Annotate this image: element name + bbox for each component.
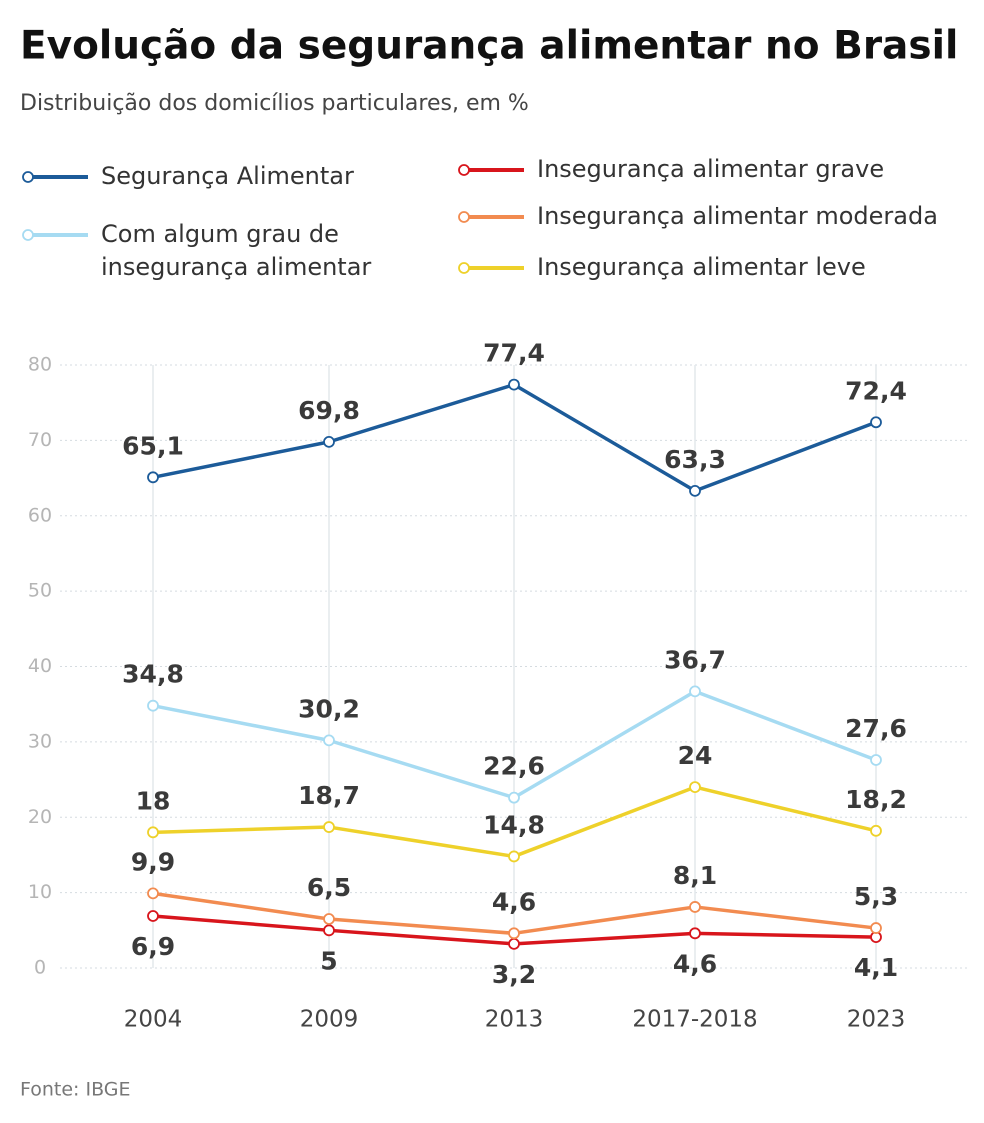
point	[508, 850, 520, 863]
point	[508, 937, 520, 950]
legend-entry: Insegurança alimentar moderada	[537, 202, 938, 230]
point	[870, 416, 882, 429]
legend-marker	[22, 229, 34, 241]
point	[508, 378, 520, 391]
y-tick-label: 20	[28, 806, 52, 828]
value-label: 18,7	[298, 781, 360, 810]
point	[147, 826, 159, 839]
legend-marker	[22, 171, 34, 183]
legend-entry: Insegurança alimentar grave	[537, 155, 885, 183]
y-tick-label: 30	[28, 730, 52, 752]
y-tick-label: 70	[28, 429, 52, 451]
value-label: 6,5	[307, 873, 351, 902]
value-label: 4,6	[673, 949, 717, 978]
value-label: 18	[136, 786, 171, 815]
point	[689, 781, 701, 793]
legend-entry: Com algum grau de insegurança alimentar	[101, 220, 372, 281]
point	[323, 734, 335, 747]
y-tick-label: 80	[28, 354, 52, 376]
value-label: 6,9	[131, 932, 175, 961]
chart-title: Evolução da segurança alimentar no Brasi…	[20, 24, 958, 69]
legend-label: Com algum grau de insegurança alimentar	[101, 220, 372, 281]
y-tick-label: 40	[28, 655, 52, 677]
point	[508, 927, 520, 940]
value-label: 63,3	[664, 445, 726, 474]
point	[323, 435, 335, 448]
legend-label: Insegurança alimentar leve	[537, 253, 866, 281]
point	[323, 913, 335, 925]
value-label: 9,9	[131, 847, 175, 876]
value-label: 4,6	[492, 887, 536, 916]
value-label: 3,2	[492, 960, 536, 989]
legend-marker	[458, 211, 470, 223]
legend-marker	[458, 262, 470, 274]
y-tick-label: 0	[34, 957, 46, 979]
point	[689, 927, 701, 940]
value-label: 18,2	[845, 785, 907, 814]
point	[147, 471, 159, 484]
point	[147, 699, 159, 712]
legend-marker	[458, 164, 470, 176]
point	[323, 924, 335, 937]
legend-label: Insegurança alimentar moderada	[537, 202, 938, 230]
value-label: 30,2	[298, 694, 360, 723]
y-tick-label: 50	[28, 580, 52, 602]
value-label: 8,1	[673, 861, 717, 890]
legend-entry: Segurança Alimentar	[101, 162, 354, 190]
value-label: 4,1	[854, 953, 898, 982]
legend-label: Insegurança alimentar grave	[537, 155, 885, 183]
x-tick-label: 2004	[124, 1007, 183, 1033]
x-tick-label: 2023	[847, 1007, 906, 1033]
point	[689, 484, 701, 497]
legend-entry: Insegurança alimentar leve	[537, 253, 866, 281]
value-label: 27,6	[845, 714, 907, 743]
point	[323, 821, 335, 833]
value-label: 22,6	[483, 752, 545, 781]
chart-subtitle: Distribuição dos domicílios particulares…	[20, 91, 529, 116]
point	[147, 910, 159, 922]
point	[147, 887, 159, 900]
value-label: 34,8	[122, 660, 184, 689]
point	[870, 922, 882, 934]
x-tick-label: 2013	[485, 1007, 544, 1033]
value-label: 77,4	[483, 339, 545, 368]
source: Fonte: IBGE	[20, 1079, 131, 1101]
value-label: 5,3	[854, 882, 898, 911]
y-tick-label: 10	[28, 881, 52, 903]
x-tick-label: 2009	[300, 1007, 359, 1033]
point	[870, 824, 882, 837]
y-tick-label: 60	[28, 504, 52, 526]
point	[689, 685, 701, 698]
value-label: 65,1	[122, 431, 184, 460]
value-label: 69,8	[298, 396, 360, 425]
x-tick-label: 2017-2018	[632, 1007, 757, 1033]
value-label: 14,8	[483, 810, 545, 839]
value-label: 36,7	[664, 645, 726, 674]
value-label: 24	[678, 741, 713, 770]
point	[508, 791, 520, 804]
point	[689, 901, 701, 913]
point	[870, 754, 882, 766]
value-label: 72,4	[845, 376, 907, 405]
value-label: 5	[320, 946, 337, 975]
legend-label: Segurança Alimentar	[101, 162, 354, 190]
